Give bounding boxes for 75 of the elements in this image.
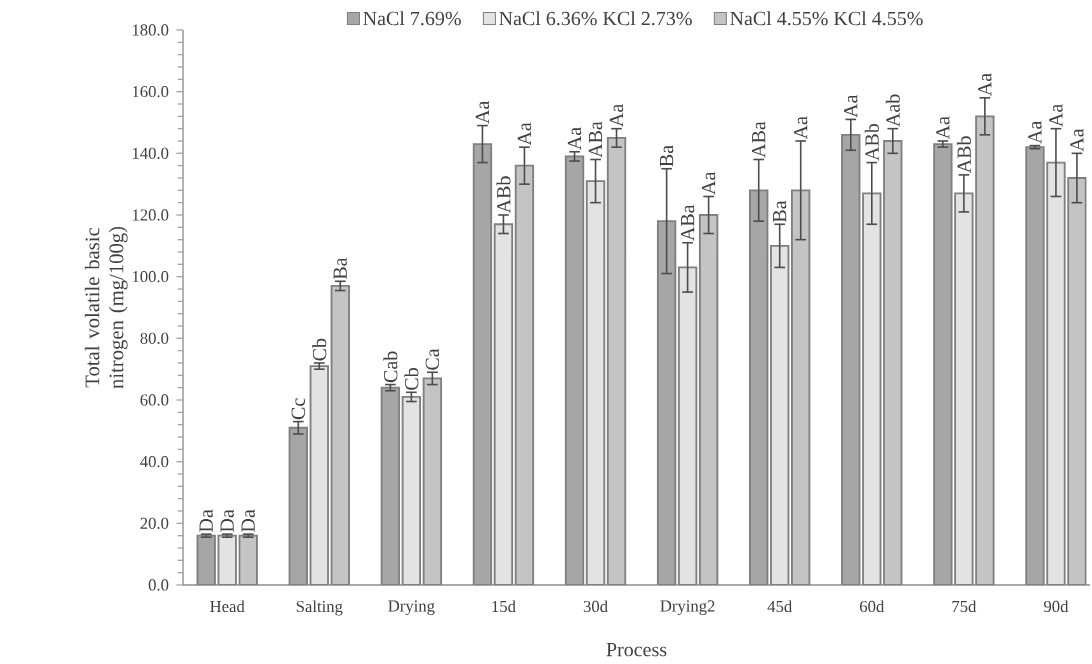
x-tick-label: 75d xyxy=(952,600,977,613)
data-label: Aa xyxy=(1028,120,1042,144)
data-label: Cab xyxy=(383,351,398,383)
bar xyxy=(656,220,677,585)
bar xyxy=(309,365,329,585)
y-tick-label: 100.0 xyxy=(132,271,169,283)
data-label: ABa xyxy=(680,204,695,241)
x-axis-title: Process xyxy=(606,643,667,657)
x-tick-label: 60d xyxy=(859,600,885,613)
x-tick-label: Head xyxy=(210,600,245,613)
x-tick-label: 30d xyxy=(583,600,608,613)
y-tick-label: 160.0 xyxy=(132,86,169,98)
bar xyxy=(564,155,585,585)
data-label: Aab xyxy=(885,94,900,127)
data-label: Aa xyxy=(609,104,624,127)
bar xyxy=(472,143,493,585)
bar xyxy=(841,133,861,585)
data-label: Ba xyxy=(773,200,787,223)
bar xyxy=(401,395,422,585)
data-label: Aa xyxy=(701,171,716,195)
bar xyxy=(380,386,401,585)
data-label: Aa xyxy=(517,122,532,146)
data-label: Ba xyxy=(659,145,674,167)
x-tick-label: Salting xyxy=(296,600,343,616)
bar xyxy=(585,180,606,585)
data-label: Aa xyxy=(567,127,582,150)
legend-label: NaCl 6.36% KCl 2.73% xyxy=(499,11,692,26)
data-label: ABb xyxy=(496,176,511,214)
x-tick-label: Drying xyxy=(388,600,435,616)
data-label: Aa xyxy=(844,94,858,118)
bar xyxy=(196,534,216,585)
data-label: Aa xyxy=(1049,104,1063,127)
y-tick-label: 40.0 xyxy=(140,456,169,468)
data-label: Ba xyxy=(333,257,347,280)
y-tick-label: 180.0 xyxy=(132,24,169,36)
bar xyxy=(770,244,790,585)
data-label: Da xyxy=(220,509,234,532)
data-label: Aa xyxy=(978,73,992,97)
data-label: Aa xyxy=(475,100,490,124)
data-label: Da xyxy=(241,509,255,532)
bar xyxy=(749,189,769,585)
legend-label: NaCl 4.55% KCl 4.55% xyxy=(730,11,923,26)
data-label: Ca xyxy=(425,348,440,370)
bar xyxy=(1046,161,1066,585)
data-label: Da xyxy=(199,509,213,532)
data-label: Aa xyxy=(936,116,950,140)
bar xyxy=(862,192,882,585)
data-label: ABa xyxy=(752,121,766,158)
data-label: ABb xyxy=(864,123,879,161)
bar xyxy=(954,192,974,585)
data-label: Aa xyxy=(1070,128,1084,152)
y-tick-label: 120.0 xyxy=(132,209,169,221)
bar xyxy=(288,426,308,585)
x-tick-label: Drying2 xyxy=(660,600,715,616)
y-axis-title: Total volatile basic nitrogen (mg/100g) xyxy=(84,226,128,389)
data-label: ABa xyxy=(588,121,603,158)
y-tick-label: 20.0 xyxy=(140,517,169,529)
x-tick-label: 90d xyxy=(1043,600,1069,613)
y-tick-label: 140.0 xyxy=(132,147,169,159)
data-label: Cc xyxy=(291,398,305,420)
data-label: ABb xyxy=(956,136,971,174)
y-tick-label: 60.0 xyxy=(140,394,169,406)
bar xyxy=(217,534,237,585)
legend-label: NaCl 7.69% xyxy=(363,11,461,26)
data-label: Cb xyxy=(312,338,327,361)
y-tick-label: 0.0 xyxy=(148,579,169,591)
bar xyxy=(1025,146,1045,585)
bar xyxy=(677,266,698,585)
bar xyxy=(933,143,953,585)
x-tick-label: 45d xyxy=(767,600,792,613)
bar xyxy=(493,223,514,585)
x-tick-label: 15d xyxy=(492,600,516,613)
data-label: Aa xyxy=(794,116,808,140)
y-tick-label: 80.0 xyxy=(140,332,169,344)
data-label: Cb xyxy=(404,368,419,390)
